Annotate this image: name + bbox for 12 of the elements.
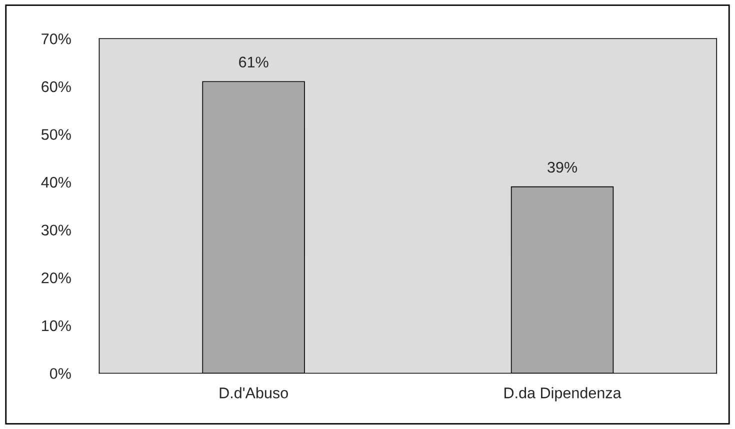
- x-tick-label: D.d'Abuso: [220, 387, 288, 398]
- y-tick-label: 60%: [42, 81, 71, 92]
- x-tick-label: D.da Dipendenza: [504, 387, 622, 402]
- data-label: 61%: [239, 56, 268, 68]
- y-tick-label: 0%: [50, 368, 71, 379]
- y-tick-label: 50%: [41, 129, 71, 140]
- y-tick-label: 10%: [42, 320, 71, 332]
- y-tick-label: 40%: [41, 176, 71, 188]
- y-tick-label: 70%: [42, 33, 71, 44]
- y-tick-label: 30%: [41, 224, 71, 236]
- y-tick-label: 20%: [42, 272, 71, 284]
- data-label: 39%: [548, 162, 578, 173]
